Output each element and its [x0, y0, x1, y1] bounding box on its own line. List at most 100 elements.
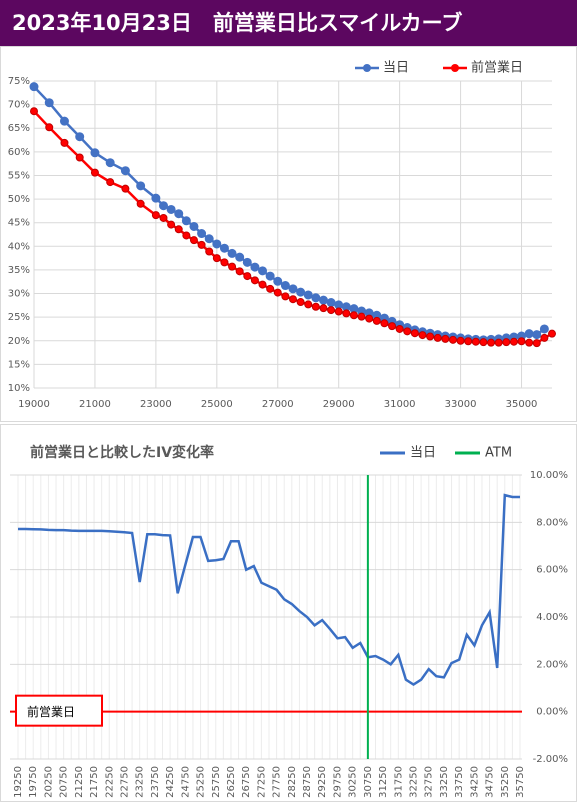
data-point [106, 178, 115, 187]
data-point [243, 272, 252, 281]
data-point [334, 307, 343, 316]
x-tick-label: 23250 [135, 766, 146, 798]
data-point [296, 287, 306, 297]
x-tick-label: 33750 [454, 766, 465, 798]
data-point [471, 337, 480, 346]
data-point [59, 116, 69, 126]
x-tick-label: 31000 [384, 399, 416, 410]
data-point [45, 123, 54, 132]
x-tick-label: 23750 [150, 766, 161, 798]
x-tick-label: 29250 [317, 766, 328, 798]
data-point [395, 324, 404, 333]
x-tick-label: 27250 [256, 766, 267, 798]
y-tick-label: 60% [8, 147, 30, 158]
y-tick-label: 70% [8, 100, 30, 111]
data-point [487, 338, 496, 347]
data-point [181, 216, 191, 226]
x-tick-label: 22250 [104, 766, 115, 798]
y-tick-label: 10% [8, 383, 30, 394]
data-point [357, 312, 366, 321]
x-tick-label: 35250 [500, 766, 511, 798]
y-tick-label: 55% [8, 170, 30, 181]
data-point [204, 234, 214, 244]
x-tick-label: 30750 [363, 766, 374, 798]
y-tick-label: 8.00% [536, 517, 568, 528]
data-point [220, 258, 229, 267]
data-point [258, 280, 267, 289]
data-point [494, 338, 503, 347]
data-point [517, 337, 526, 346]
data-point [288, 284, 298, 294]
data-point [167, 220, 176, 229]
data-point [29, 82, 39, 92]
x-tick-label: 19000 [18, 399, 50, 410]
y-tick-label: 75% [8, 76, 30, 87]
data-point [380, 319, 389, 328]
data-point [90, 148, 100, 158]
data-point [342, 309, 351, 318]
data-point [289, 295, 297, 304]
data-point [280, 281, 290, 291]
y-tick-label: 6.00% [536, 565, 568, 576]
data-point [304, 300, 313, 309]
y-tick-label: 40% [8, 241, 30, 252]
data-point [426, 332, 435, 341]
y-tick-label: 35% [8, 265, 30, 276]
y-tick-label: 10.00% [530, 470, 568, 481]
x-tick-label: 33250 [439, 766, 450, 798]
data-point [281, 292, 290, 301]
data-point [311, 293, 321, 303]
data-point [174, 225, 183, 234]
y-tick-label: 0.00% [536, 707, 568, 718]
legend-label: ATM [485, 446, 512, 461]
data-point [448, 335, 457, 344]
data-point [227, 248, 237, 258]
data-point [296, 298, 305, 307]
x-tick-label: 21750 [89, 766, 100, 798]
data-point [212, 239, 222, 249]
x-tick-label: 27000 [262, 399, 294, 410]
data-point [433, 333, 442, 342]
data-point [159, 213, 168, 222]
data-point [318, 295, 328, 305]
x-tick-label: 31250 [378, 766, 389, 798]
x-tick-label: 29000 [323, 399, 355, 410]
x-tick-label: 35000 [506, 399, 538, 410]
x-tick-label: 26250 [226, 766, 237, 798]
chart-frame [0, 46, 577, 422]
data-point [60, 138, 69, 147]
data-point [532, 339, 541, 348]
legend-label: 当日 [410, 446, 436, 461]
data-point [235, 267, 244, 276]
y-tick-label: 65% [8, 123, 30, 134]
x-tick-label: 32750 [424, 766, 435, 798]
x-tick-label: 25250 [196, 766, 207, 798]
x-tick-label: 23000 [140, 399, 172, 410]
x-tick-label: 19750 [28, 766, 39, 798]
header-bar [0, 0, 577, 46]
data-point [75, 132, 85, 142]
y-tick-label: 30% [8, 289, 30, 300]
data-point [189, 236, 198, 245]
data-point [120, 166, 130, 176]
data-point [30, 107, 38, 116]
data-point [349, 311, 358, 320]
data-point [265, 271, 275, 281]
series-line [33, 85, 546, 342]
y-tick-label: 20% [8, 336, 30, 347]
data-point [136, 199, 145, 208]
x-tick-label: 33000 [445, 399, 477, 410]
x-tick-label: 34250 [469, 766, 480, 798]
data-point [258, 266, 268, 276]
data-point [273, 288, 282, 297]
x-tick-label: 21250 [74, 766, 85, 798]
baseline-label-box [15, 694, 103, 727]
y-tick-label: 2.00% [536, 659, 568, 670]
data-point [212, 254, 221, 263]
data-point [479, 338, 488, 347]
data-point [151, 211, 160, 220]
data-point [121, 184, 130, 193]
x-tick-label: 25750 [211, 766, 222, 798]
data-point [410, 329, 419, 338]
